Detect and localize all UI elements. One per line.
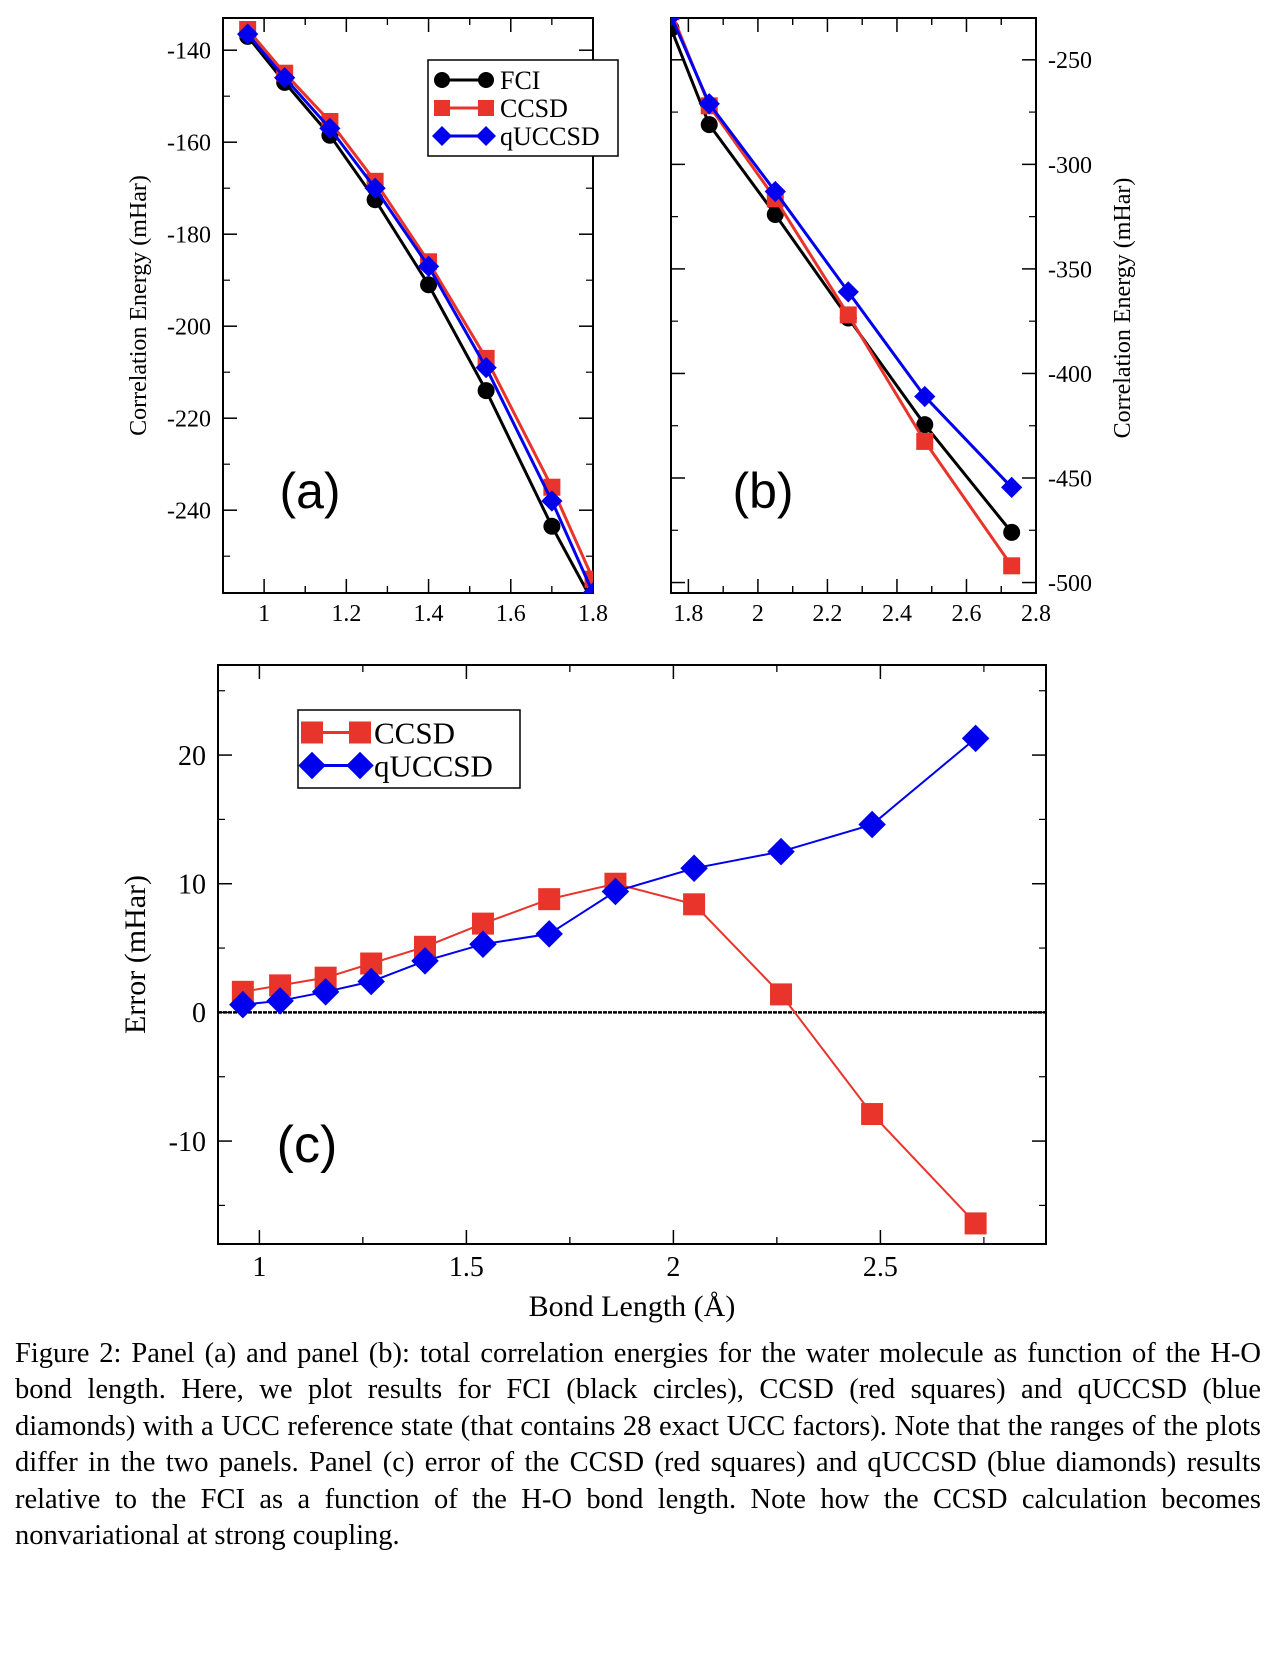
quccsd-point [838, 281, 859, 302]
legend-quccsd-label: qUCCSD [500, 122, 600, 151]
panel-label: (a) [279, 463, 340, 519]
x-tick-label: 1.8 [578, 601, 608, 627]
y-tick-label: -180 [167, 223, 211, 249]
figure-2: 1 1.2 1.4 1.6 1.8 -140 -160 -180 -200 -220 -240 Cor… [0, 0, 1274, 1330]
x-tick-label: 2.8 [1021, 601, 1051, 627]
y-axis-label: Error (mHar) [119, 875, 152, 1034]
x-tick-label: 2 [666, 1252, 680, 1283]
y-tick-label: 10 [178, 870, 206, 901]
quccsd-line [671, 16, 1012, 488]
x-tick-label: 1.4 [414, 601, 444, 627]
y-tick-label: -300 [1048, 153, 1092, 179]
x-axis-label: Bond Length (Å) [529, 1290, 736, 1323]
panel-label: (b) [732, 463, 793, 519]
x-tick-label: 2.5 [863, 1252, 898, 1283]
panel-a: 1 1.2 1.4 1.6 1.8 -140 -160 -180 -200 -220 -240 Cor… [126, 18, 618, 627]
x-tick-label: 2.2 [812, 601, 842, 627]
x-tick-label: 1.5 [449, 1252, 484, 1283]
quccsd-point [535, 920, 563, 948]
plot-area [660, 3, 1022, 574]
y-tick-label: -240 [167, 499, 211, 525]
y-tick-label: -160 [167, 131, 211, 157]
panel-c: 1 1.5 2 2.5 20 10 0 -10 Error (mHar) Bond Length … [119, 665, 1046, 1323]
quccsd-point [858, 811, 886, 839]
fci-point [478, 382, 495, 399]
x-tick-label: 1 [258, 601, 270, 627]
legend: CCSDqUCCSD [298, 710, 520, 788]
legend-ccsd-label: CCSD [374, 715, 455, 750]
y-tick-label: -140 [167, 39, 211, 65]
x-tick-label: 1.8 [673, 601, 703, 627]
y-tick-label: 20 [178, 741, 206, 772]
legend-fci-label: FCI [500, 66, 540, 95]
legend-ccsd-marker [301, 722, 323, 744]
plot-area [229, 725, 989, 1235]
fci-point [543, 518, 560, 535]
x-tick-label: 1 [252, 1252, 266, 1283]
ccsd-point [861, 1103, 883, 1125]
y-axis-label: Correlation Energy (mHar) [1110, 178, 1136, 439]
quccsd-point [680, 855, 708, 883]
ccsd-point [916, 433, 933, 450]
y-tick-label: -220 [167, 407, 211, 433]
fci-point [1003, 524, 1020, 541]
x-tick-label: 1.6 [496, 601, 526, 627]
y-tick-label: -200 [167, 315, 211, 341]
y-tick-label: 0 [192, 998, 206, 1029]
fci-point [701, 116, 718, 133]
ccsd-point [1003, 557, 1020, 574]
x-tick-label: 2.6 [951, 601, 981, 627]
x-tick-label: 2.4 [882, 601, 912, 627]
legend-fci-marker [478, 72, 494, 88]
plot-frame [671, 18, 1036, 593]
x-tick-label: 2 [752, 601, 764, 627]
legend-ccsd-marker [478, 100, 494, 116]
legend-ccsd-marker [434, 100, 450, 116]
ccsd-point [683, 893, 705, 915]
legend-ccsd-label: CCSD [500, 94, 568, 123]
ccsd-point [840, 306, 857, 323]
y-tick-label: -400 [1048, 362, 1092, 388]
y-tick-label: -500 [1048, 571, 1092, 597]
ccsd-point [965, 1212, 987, 1234]
quccsd-point [962, 725, 990, 753]
y-axis-label: Correlation Energy (mHar) [126, 175, 152, 436]
y-tick-label: -10 [169, 1127, 206, 1158]
panel-label: (c) [277, 1116, 338, 1174]
y-tick-label: -450 [1048, 466, 1092, 492]
x-tick-label: 1.2 [331, 601, 361, 627]
panel-b: 1.8 2 2.2 2.4 2.6 2.8 -250 -300 -350 -400 -450 -500… [660, 3, 1136, 627]
quccsd-point [767, 838, 795, 866]
legend-fci-marker [434, 72, 450, 88]
y-tick-label: -250 [1048, 48, 1092, 74]
quccsd-point [660, 5, 681, 26]
ccsd-point [538, 888, 560, 910]
ccsd-line [243, 884, 976, 1224]
legend-quccsd-label: qUCCSD [374, 748, 493, 783]
figure-caption: Figure 2: Panel (a) and panel (b): total… [15, 1336, 1261, 1554]
y-tick-label: -350 [1048, 257, 1092, 283]
ccsd-point [770, 983, 792, 1005]
legend-ccsd-marker [349, 722, 371, 744]
